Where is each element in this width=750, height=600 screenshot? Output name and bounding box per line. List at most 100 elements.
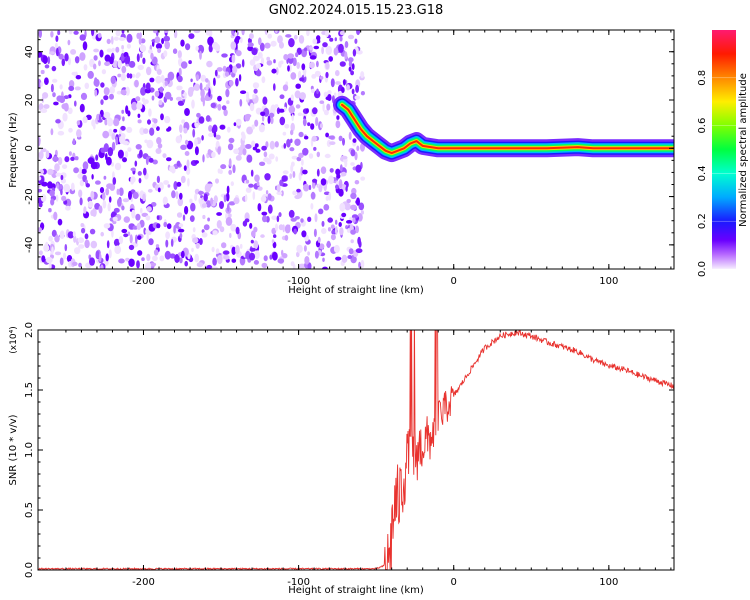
y-tick-label: 1.0 (24, 442, 35, 458)
noise-speckle (221, 105, 227, 111)
noise-speckle (242, 148, 247, 156)
noise-speckle (338, 222, 342, 227)
noise-speckle (42, 55, 48, 64)
colorbar-tick-label: 0.8 (697, 70, 708, 86)
colorbar-tick-label: 0.0 (697, 261, 708, 277)
noise-speckle (47, 181, 53, 189)
noise-speckle (116, 90, 122, 95)
noise-speckle (199, 82, 203, 91)
noise-speckle (117, 59, 122, 68)
noise-speckle (279, 179, 284, 187)
x-tick-label: 0 (451, 276, 457, 287)
noise-speckle (233, 122, 237, 127)
noise-speckle (276, 191, 283, 196)
noise-speckle (190, 78, 193, 83)
noise-speckle (296, 251, 300, 258)
noise-speckle (312, 38, 318, 45)
noise-speckle (122, 198, 130, 203)
noise-speckle (250, 239, 254, 244)
noise-speckle (316, 88, 319, 95)
noise-speckle (51, 246, 54, 255)
noise-speckle (78, 244, 85, 249)
noise-speckle (55, 47, 59, 57)
noise-speckle (233, 148, 240, 155)
noise-speckle (299, 77, 305, 82)
noise-speckle (333, 47, 339, 56)
noise-speckle (318, 249, 322, 256)
noise-speckle (293, 228, 298, 235)
noise-speckle (67, 231, 75, 239)
noise-speckle (192, 227, 196, 233)
noise-speckle (294, 216, 300, 220)
noise-speckle (267, 193, 272, 201)
noise-speckle (252, 82, 260, 89)
noise-speckle (267, 33, 273, 39)
noise-speckle (84, 239, 90, 249)
noise-speckle (267, 204, 273, 214)
noise-speckle (256, 181, 260, 187)
noise-speckle (310, 203, 314, 210)
noise-speckle (70, 182, 75, 191)
noise-speckle (50, 198, 55, 206)
noise-speckle (137, 171, 142, 176)
noise-speckle (254, 119, 259, 127)
noise-speckle (325, 30, 329, 38)
noise-speckle (166, 223, 172, 230)
noise-speckle (59, 84, 63, 90)
noise-speckle (156, 175, 160, 184)
noise-speckle (194, 253, 199, 263)
noise-speckle (113, 128, 118, 133)
noise-speckle (348, 57, 354, 63)
noise-speckle (344, 202, 351, 211)
noise-speckle (38, 250, 43, 256)
noise-speckle (239, 99, 243, 107)
noise-speckle (202, 97, 205, 107)
noise-speckle (255, 63, 262, 69)
noise-speckle (82, 161, 89, 171)
noise-speckle (330, 234, 336, 241)
noise-speckle (164, 40, 170, 50)
noise-speckle (75, 75, 82, 80)
noise-speckle (102, 130, 110, 139)
noise-speckle (347, 34, 355, 40)
noise-speckle (360, 91, 365, 96)
noise-speckle (322, 42, 328, 48)
noise-speckle (299, 92, 307, 100)
noise-speckle (269, 140, 275, 150)
noise-speckle (81, 227, 86, 234)
noise-speckle (271, 215, 278, 221)
noise-speckle (137, 119, 142, 124)
noise-speckle (54, 235, 60, 243)
noise-speckle (57, 218, 63, 226)
noise-speckle (244, 113, 252, 118)
noise-speckle (130, 167, 136, 172)
noise-speckle (335, 70, 340, 77)
noise-speckle (293, 34, 298, 40)
noise-speckle (77, 237, 85, 244)
noise-speckle (326, 103, 331, 111)
noise-speckle (216, 74, 221, 79)
noise-speckle (194, 138, 198, 147)
noise-speckle (223, 109, 228, 117)
noise-speckle (350, 70, 354, 76)
noise-speckle (77, 173, 84, 179)
noise-speckle (118, 258, 125, 264)
noise-speckle (257, 203, 262, 212)
noise-speckle (350, 204, 357, 211)
noise-speckle (198, 190, 204, 195)
noise-speckle (355, 248, 363, 254)
noise-speckle (82, 41, 88, 51)
noise-speckle (108, 128, 113, 137)
noise-speckle (157, 187, 161, 193)
noise-speckle (334, 37, 337, 42)
noise-speckle (111, 229, 114, 238)
noise-speckle (244, 194, 248, 202)
noise-speckle (197, 44, 205, 54)
noise-speckle (346, 84, 350, 91)
noise-speckle (275, 67, 279, 76)
noise-speckle (51, 229, 57, 237)
noise-speckle (304, 255, 310, 265)
noise-speckle (314, 70, 321, 77)
noise-speckle (85, 183, 91, 188)
noise-speckle (355, 84, 359, 93)
